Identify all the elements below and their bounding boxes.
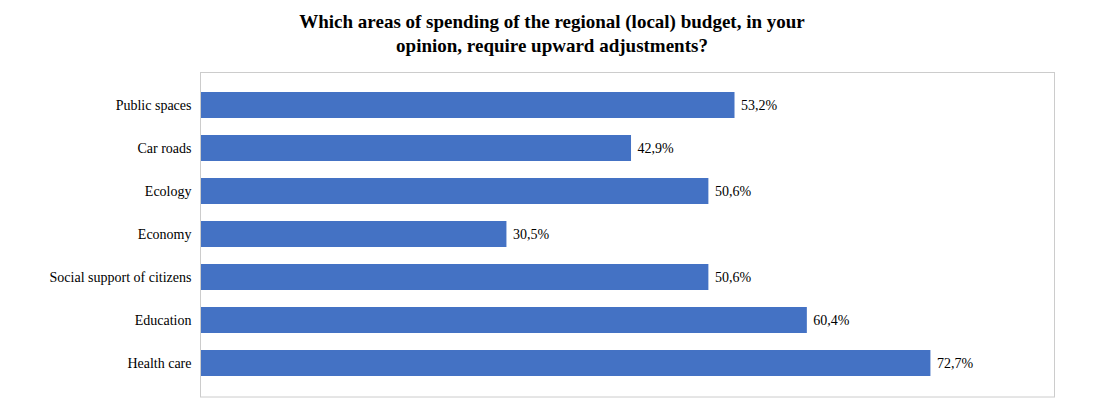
svg-text:30,5%: 30,5% [513,226,550,241]
svg-text:53,2%: 53,2% [741,97,778,112]
svg-text:42,9%: 42,9% [638,140,675,155]
svg-text:Social support of citizens: Social support of citizens [50,269,192,284]
html-text:Which areas of spending of the: Which areas of spending of the regional … [299,11,805,56]
svg-text:50,6%: 50,6% [715,183,752,198]
svg-text:Ecology: Ecology [145,183,192,198]
svg-text:Economy: Economy [138,226,192,241]
svg-text:Health care: Health care [127,355,191,370]
svg-text:60,4%: 60,4% [813,312,850,327]
svg-text:50,6%: 50,6% [715,269,752,284]
svg-text:72,7%: 72,7% [937,355,974,370]
svg-text:Public spaces: Public spaces [116,97,192,112]
svg-text:Car roads: Car roads [137,140,191,155]
svg-text:Education: Education [135,312,192,327]
